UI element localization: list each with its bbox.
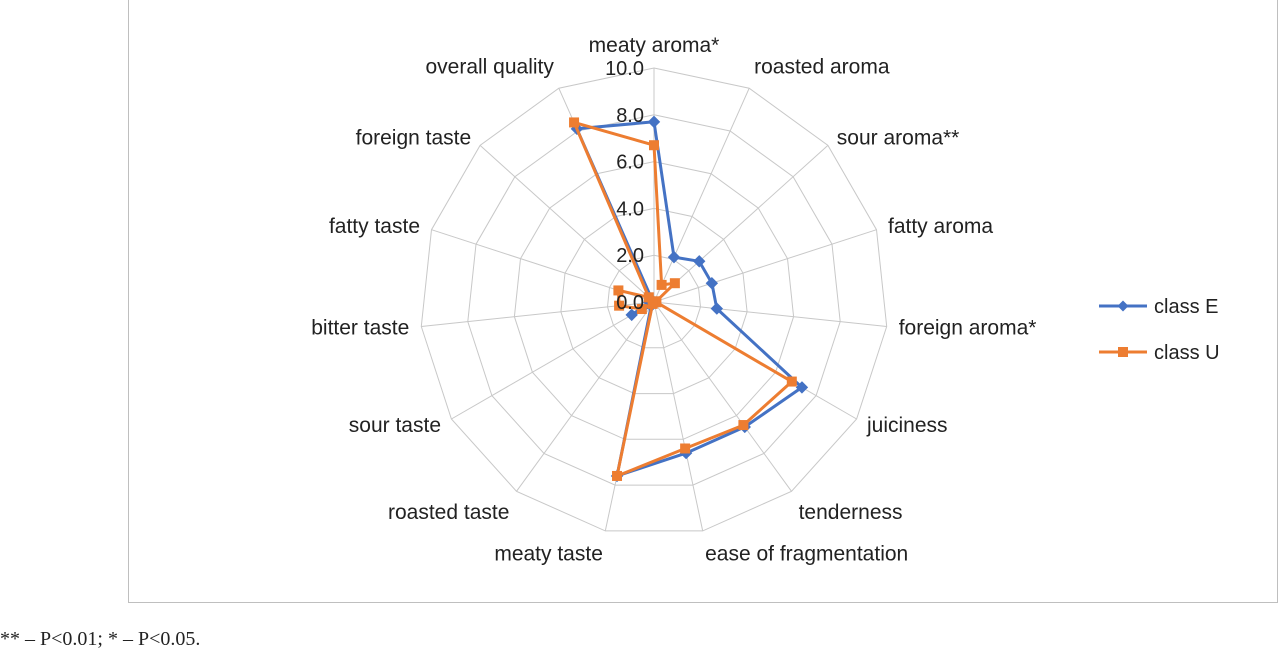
data-point xyxy=(656,279,667,290)
axis-label: foreign taste xyxy=(356,126,472,149)
data-point xyxy=(647,298,658,309)
axis-label: foreign aroma* xyxy=(899,317,1037,340)
axis-label: juiciness xyxy=(866,414,948,437)
axis-label: sour aroma** xyxy=(837,126,960,149)
grid-spoke xyxy=(653,145,829,303)
axis-label: meaty taste xyxy=(494,543,603,566)
data-point xyxy=(680,443,691,454)
data-point xyxy=(738,420,749,431)
axis-label: roasted taste xyxy=(388,501,509,524)
data-point xyxy=(569,117,580,128)
grid-spoke xyxy=(653,229,877,303)
data-point xyxy=(612,470,623,481)
data-point xyxy=(625,308,638,322)
series-line-class-e xyxy=(575,120,804,478)
grid-ring xyxy=(467,114,841,486)
grid-spoke xyxy=(653,301,887,327)
axis-label: fatty aroma xyxy=(888,215,993,238)
tick-label: 6.0 xyxy=(616,152,644,174)
data-point xyxy=(614,300,625,311)
axis-label: tenderness xyxy=(799,501,903,524)
data-point xyxy=(786,376,797,387)
data-point xyxy=(795,381,809,394)
grid-spoke xyxy=(451,301,655,420)
legend-marker xyxy=(1117,300,1129,312)
grid-spoke xyxy=(516,301,655,492)
series-line-class-u xyxy=(572,120,794,478)
grid-ring xyxy=(420,67,888,532)
data-point xyxy=(636,304,647,315)
grid-ring xyxy=(606,254,702,349)
tick-label: 10.0 xyxy=(605,58,644,80)
grid-spoke xyxy=(653,87,750,303)
data-point xyxy=(667,250,681,264)
tick-label: 0.0 xyxy=(616,292,644,314)
grid-ring xyxy=(560,207,748,395)
grid-spoke xyxy=(653,301,704,532)
axis-label: meaty aroma* xyxy=(589,34,720,57)
data-point xyxy=(710,302,724,315)
axis-label: fatty taste xyxy=(329,215,420,238)
tick-label: 8.0 xyxy=(616,105,644,127)
axis-label: ease of fragmentation xyxy=(705,543,908,566)
data-point xyxy=(669,278,680,289)
chart-frame: meaty aroma* roasted aroma sour aroma** fat… xyxy=(128,0,1278,603)
data-point xyxy=(705,276,719,290)
tick-label: 2.0 xyxy=(616,245,644,267)
radar-chart: meaty aroma* roasted aroma sour aroma** fat… xyxy=(311,34,1220,566)
legend-label: class U xyxy=(1154,342,1220,364)
axis-label: sour taste xyxy=(349,414,441,437)
tick-label: 4.0 xyxy=(616,198,644,220)
data-point xyxy=(693,255,706,268)
grid-spoke xyxy=(653,301,792,492)
axis-label: roasted aroma xyxy=(754,55,890,78)
grid-spoke xyxy=(479,145,655,303)
data-point xyxy=(613,285,624,296)
data-point xyxy=(643,292,654,303)
significance-footnote: ** – P<0.01; * – P<0.05. xyxy=(0,628,201,650)
data-point xyxy=(649,140,659,151)
legend-label: class E xyxy=(1154,296,1218,318)
data-point xyxy=(647,115,661,129)
legend-marker xyxy=(1118,347,1128,357)
grid-ring xyxy=(513,161,795,440)
axis-label: overall quality xyxy=(425,55,554,78)
axis-label: bitter taste xyxy=(311,317,409,340)
